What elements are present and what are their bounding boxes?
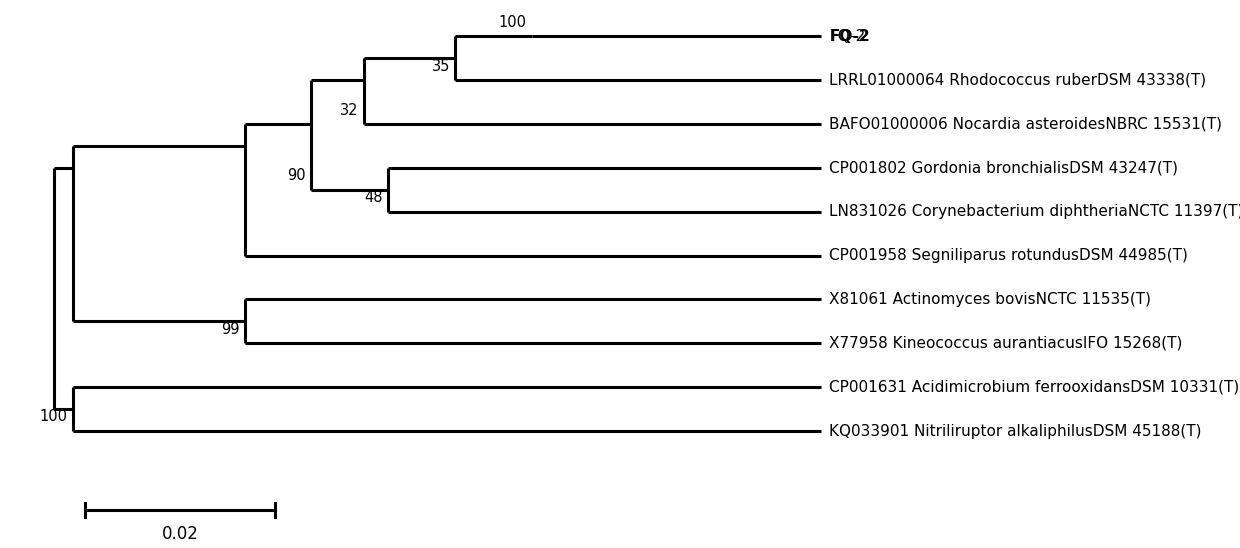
Text: BAFO01000006 Nocardia asteroidesNBRC 15531(T): BAFO01000006 Nocardia asteroidesNBRC 155… [830, 117, 1223, 132]
Text: 48: 48 [365, 190, 383, 206]
Text: LRRL01000064 Rhodococcus ruberDSM 43338(T): LRRL01000064 Rhodococcus ruberDSM 43338(… [830, 73, 1207, 88]
Text: 90: 90 [288, 168, 306, 184]
Text: X81061 Actinomyces bovisNCTC 11535(T): X81061 Actinomyces bovisNCTC 11535(T) [830, 292, 1151, 307]
Text: CP001631 Acidimicrobium ferrooxidansDSM 10331(T): CP001631 Acidimicrobium ferrooxidansDSM … [830, 380, 1240, 395]
Text: 0.02: 0.02 [161, 526, 198, 543]
Text: CP001958 Segniliparus rotundusDSM 44985(T): CP001958 Segniliparus rotundusDSM 44985(… [830, 248, 1188, 263]
Text: 35: 35 [432, 59, 450, 74]
Text: X77958 Kineococcus aurantiacusIFO 15268(T): X77958 Kineococcus aurantiacusIFO 15268(… [830, 336, 1183, 351]
Text: KQ033901 Nitriliruptor alkaliphilusDSM 45188(T): KQ033901 Nitriliruptor alkaliphilusDSM 4… [830, 424, 1202, 438]
Text: LN831026 Corynebacterium diphtheriaNCTC 11397(T): LN831026 Corynebacterium diphtheriaNCTC … [830, 204, 1240, 219]
Text: FQ-2: FQ-2 [830, 29, 870, 44]
Text: 32: 32 [340, 102, 358, 118]
Text: FQ-2: FQ-2 [830, 29, 866, 44]
Text: CP001802 Gordonia bronchialisDSM 43247(T): CP001802 Gordonia bronchialisDSM 43247(T… [830, 161, 1178, 175]
Text: 100: 100 [40, 409, 67, 425]
Text: 99: 99 [222, 322, 239, 337]
Text: 100: 100 [498, 15, 527, 30]
